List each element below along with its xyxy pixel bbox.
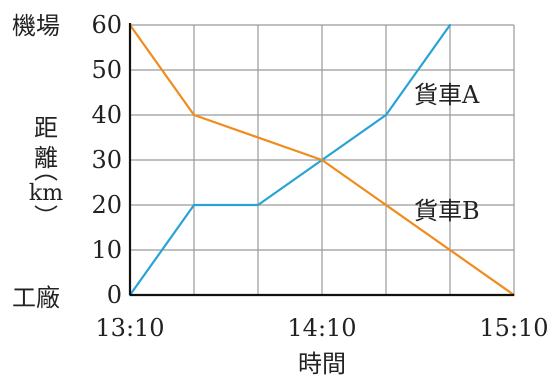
series-label-2: 貨車B — [414, 197, 480, 225]
y-axis-unit-paren-top — [34, 174, 58, 181]
y-tick-label: 60 — [91, 11, 122, 39]
axes — [128, 23, 514, 297]
y-top-label: 機場 — [12, 12, 60, 40]
x-tick-label: 13:10 — [95, 314, 164, 342]
series-lines — [128, 23, 516, 297]
y-axis-label-char-1: 距 — [34, 114, 58, 142]
x-axis-label: 時間 — [298, 350, 346, 378]
labels: 機場 工廠 距 離 km 時間 0 10 20 30 40 50 60 13:10 14:10 1… — [12, 11, 549, 378]
y-axis-label-char-2: 離 — [34, 144, 58, 172]
y-tick-label: 0 — [107, 281, 122, 309]
y-axis-unit: km — [29, 181, 63, 206]
y-tick-label: 20 — [91, 191, 122, 219]
y-axis-unit-paren-bottom — [34, 205, 58, 212]
y-tick-label: 30 — [91, 146, 122, 174]
series-line-1 — [128, 23, 452, 297]
y-tick-label: 10 — [91, 236, 122, 264]
x-tick-label: 14:10 — [287, 314, 356, 342]
series-line-2 — [128, 23, 516, 297]
y-tick-label: 50 — [91, 56, 122, 84]
x-tick-label: 15:10 — [479, 314, 548, 342]
y-tick-label: 40 — [91, 101, 122, 129]
series-label-1: 貨車A — [414, 81, 480, 109]
y-bottom-label: 工廠 — [12, 284, 60, 312]
